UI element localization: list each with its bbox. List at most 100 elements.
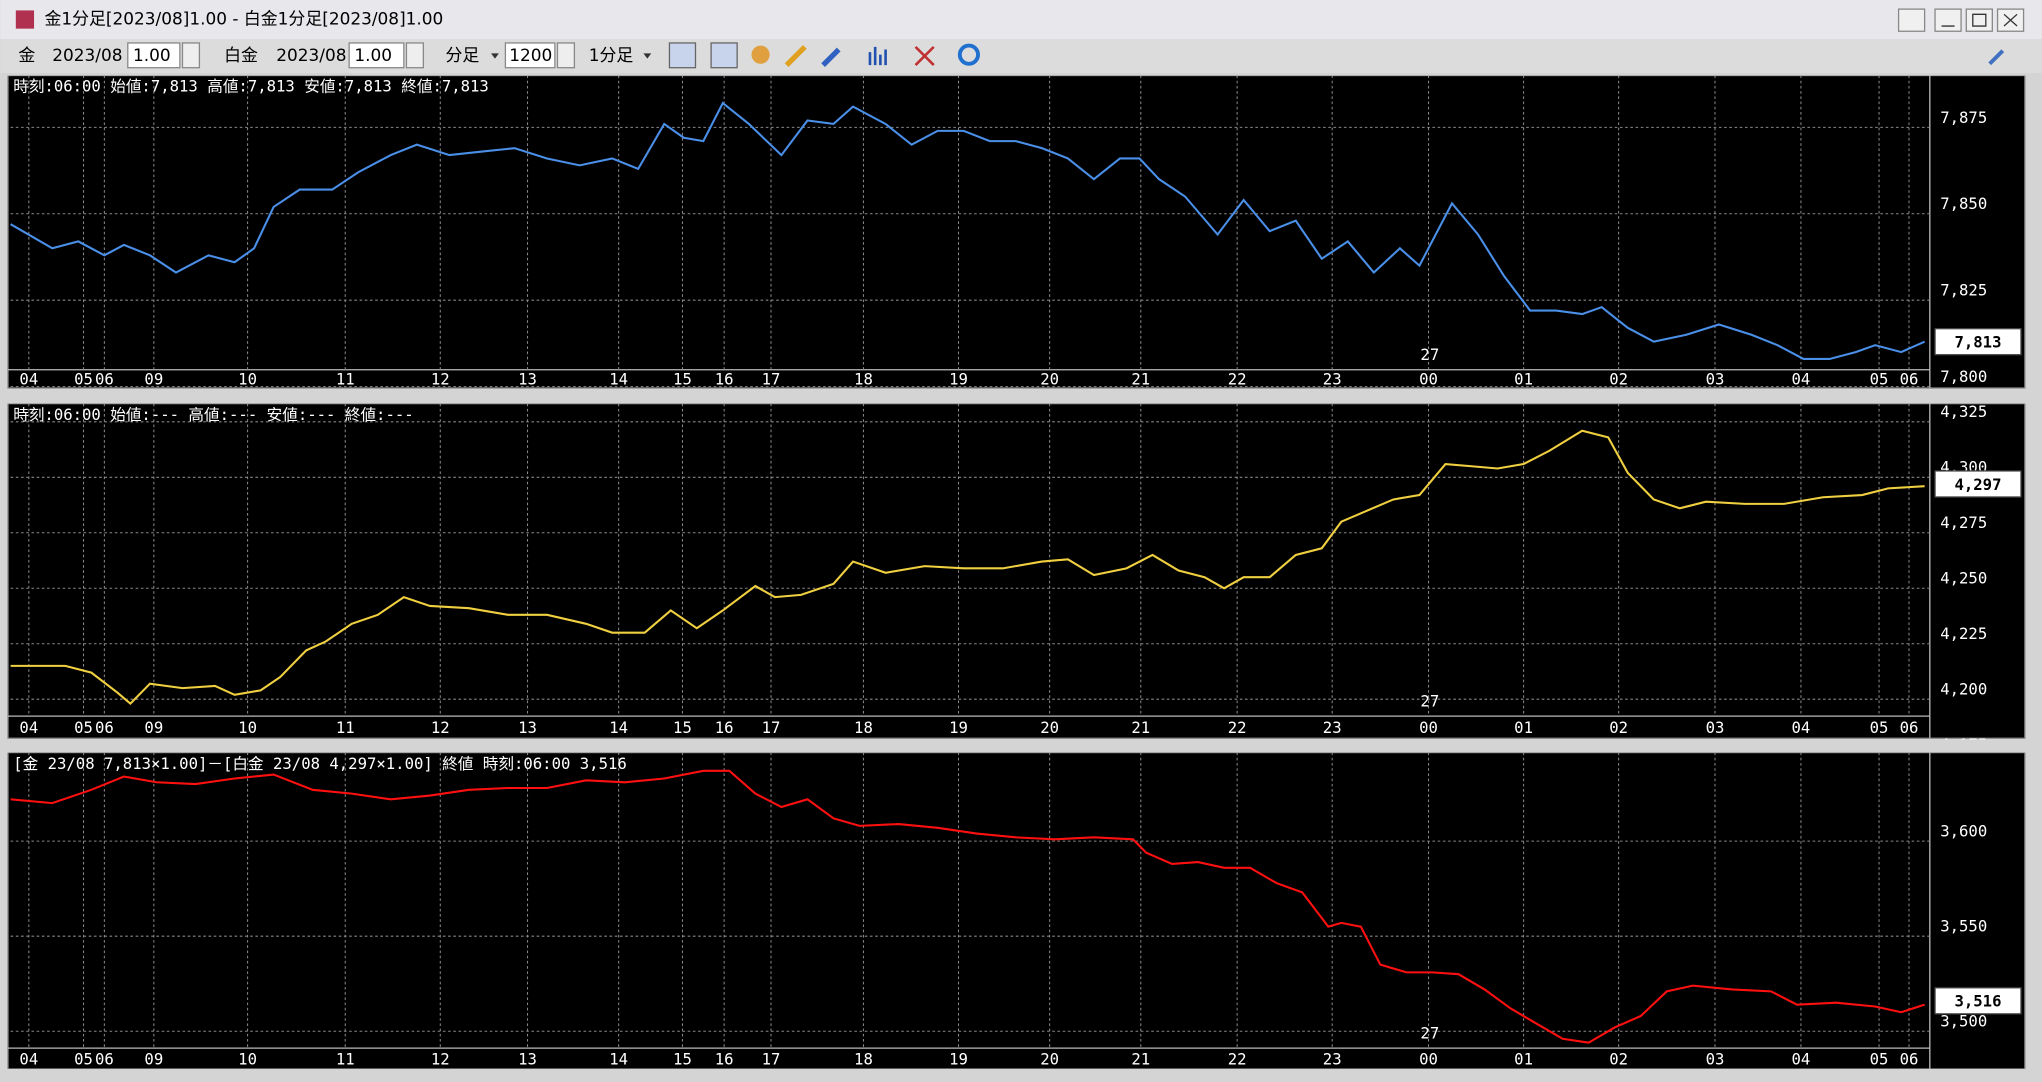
x-tick-label: 05 [1870,719,1889,737]
x-tick-label: 04 [19,719,38,737]
x-tick-label: 05 [1870,1050,1889,1068]
chart-panel: 4,3254,3004,2754,2504,2254,2004,17504050… [7,403,2026,740]
price-line [10,101,1926,361]
panel-header: [金 23/08 7,813×1.00]－[白金 23/08 4,297×1.0… [13,755,627,773]
x-tick-label: 11 [336,1050,355,1068]
y-tick-label: 3,500 [1940,1013,1987,1031]
tool-button[interactable] [751,45,770,64]
y-tick-label: 7,825 [1940,282,1987,300]
x-tick-label: 18 [854,371,873,389]
app-icon [15,10,35,29]
x-tick-label: 10 [238,371,257,389]
y-tick-label: 4,200 [1940,681,1987,699]
multiplier-value: 1.00 [133,45,171,65]
maximize-button[interactable] [1965,8,1993,32]
x-tick-label: 01 [1514,1050,1533,1068]
x-tick-label: 22 [1228,1050,1247,1068]
x-tick-label: 00 [1419,1050,1438,1068]
x-tick-label: 17 [762,1050,781,1068]
x-tick-label: 06 [95,1050,114,1068]
month-label: 2023/08 [276,45,346,65]
x-tick-label: 18 [854,719,873,737]
settings-button[interactable] [1988,49,2005,66]
x-tick-label: 03 [1706,371,1725,389]
x-tick-label: 06 [95,371,114,389]
x-tick-label: 16 [715,1050,734,1068]
price-line [10,769,1925,1044]
x-tick-label: 02 [1609,719,1628,737]
spinner[interactable] [405,42,425,69]
y-tick-label: 7,850 [1940,195,1987,213]
count-input[interactable] [504,42,556,69]
tool-button[interactable] [710,42,738,69]
x-tick-label: 11 [336,371,355,389]
x-tick-label: 21 [1131,371,1150,389]
last-value-label: 4,297 [1955,476,2002,494]
y-tick-label: 4,275 [1940,514,1987,532]
x-tick-label: 13 [518,371,537,389]
x-tick-label: 09 [144,371,163,389]
x-tick-label: 10 [238,1050,257,1068]
day-marker: 27 [1420,692,1439,710]
x-tick-label: 22 [1228,371,1247,389]
last-value-tag [1934,987,2022,1015]
spinner[interactable] [556,42,576,69]
day-marker: 27 [1420,1024,1439,1042]
window-buttons [1897,8,2025,32]
x-tick-label: 01 [1514,719,1533,737]
x-tick-label: 17 [762,371,781,389]
unit-dropdown[interactable]: 分足 [445,45,479,65]
x-tick-label: 21 [1131,1050,1150,1068]
x-tick-label: 14 [609,371,628,389]
x-tick-label: 21 [1131,719,1150,737]
panel-header: 時刻:06:00 始値:7,813 高値:7,813 安値:7,813 終値:7… [13,78,489,96]
y-tick-label: 7,875 [1940,109,1987,127]
x-tick-label: 11 [336,719,355,737]
toolbar [0,39,2042,73]
tool-button[interactable] [914,45,935,67]
y-tick-label: 7,800 [1940,368,1987,386]
title-bar [0,0,2042,40]
y-tick-label: 4,325 [1940,403,1987,421]
period-dropdown[interactable]: 1分足 [589,45,634,65]
x-tick-label: 23 [1323,1050,1342,1068]
restore-button[interactable] [1897,8,1926,32]
metal-label: 金 [18,45,35,65]
multiplier-value: 1.00 [354,45,392,65]
multiplier-input[interactable] [127,42,181,69]
y-tick-label: 3,600 [1940,823,1987,841]
multiplier-input[interactable] [348,42,405,69]
x-tick-label: 03 [1706,719,1725,737]
x-tick-label: 13 [518,1050,537,1068]
y-tick-label: 4,225 [1940,625,1987,643]
x-tick-label: 15 [673,371,692,389]
minimize-button[interactable] [1934,8,1962,32]
x-tick-label: 02 [1609,371,1628,389]
tool-button[interactable] [868,46,887,66]
x-tick-label: 15 [673,719,692,737]
x-tick-label: 17 [762,719,781,737]
tool-button[interactable] [957,43,980,66]
tool-button[interactable] [784,45,807,67]
x-tick-label: 22 [1228,719,1247,737]
x-tick-label: 00 [1419,719,1438,737]
x-tick-label: 02 [1609,1050,1628,1068]
tool-button[interactable] [821,47,841,67]
tool-button[interactable] [668,42,697,69]
x-tick-label: 20 [1040,719,1059,737]
x-tick-label: 05 [1870,371,1889,389]
price-line [10,429,1925,706]
x-tick-label: 19 [949,1050,968,1068]
x-tick-label: 16 [715,371,734,389]
x-tick-label: 23 [1323,371,1342,389]
x-tick-label: 04 [19,371,38,389]
x-tick-label: 04 [19,1050,38,1068]
x-tick-label: 06 [95,719,114,737]
tool-icons [668,42,2005,69]
x-tick-label: 19 [949,719,968,737]
panel-header: 時刻:06:00 始値:--- 高値:--- 安値:--- 終値:--- [13,406,413,424]
spinner[interactable] [181,42,201,69]
